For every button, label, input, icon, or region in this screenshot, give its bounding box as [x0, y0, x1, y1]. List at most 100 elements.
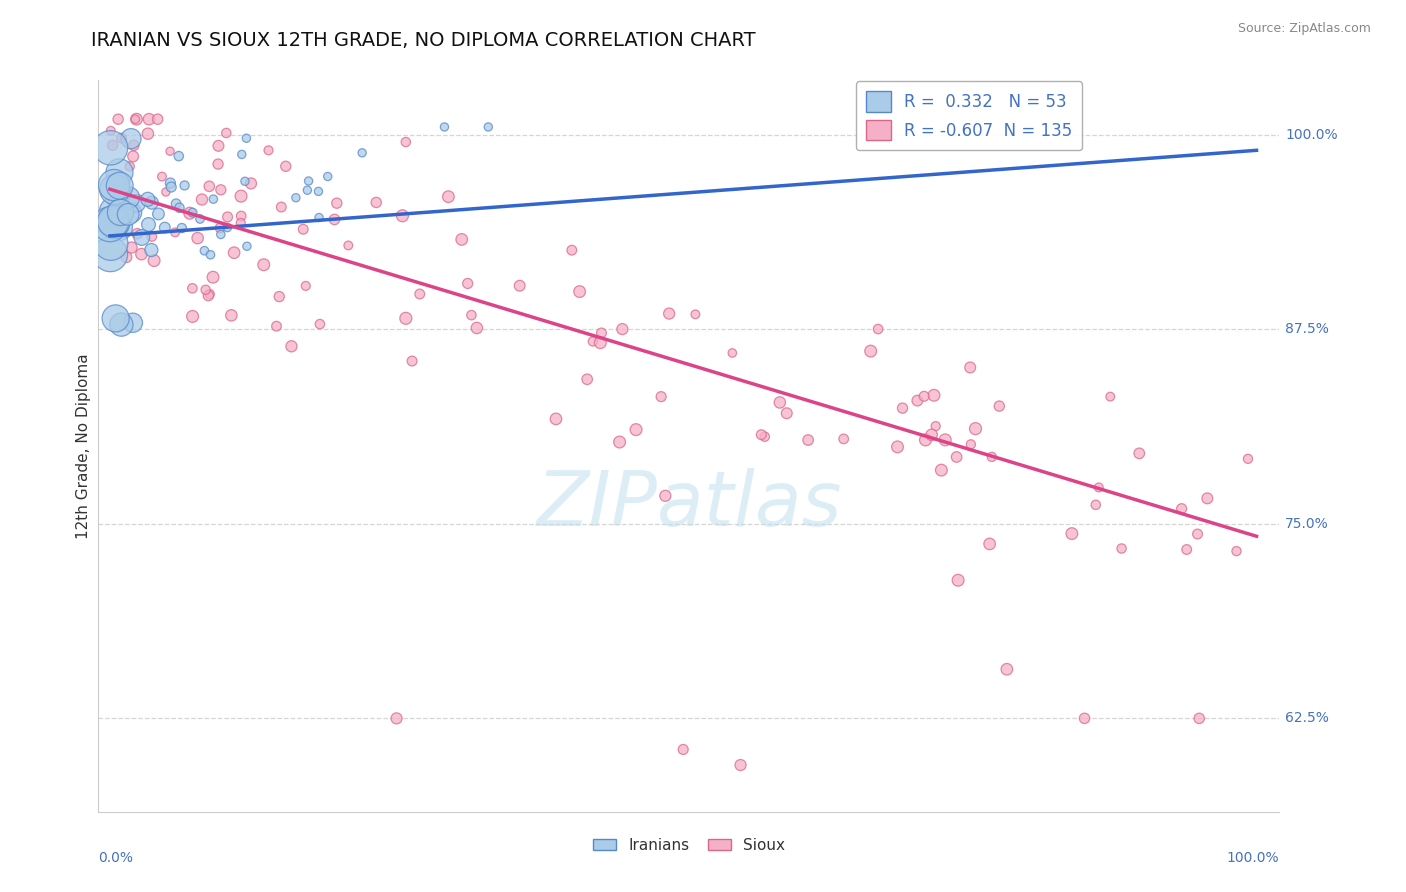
Point [292, 222, 315, 236]
Point [433, 120, 456, 134]
Point [582, 334, 605, 349]
Point [1073, 711, 1095, 725]
Point [202, 192, 225, 206]
Point [117, 207, 139, 221]
Point [120, 202, 142, 217]
Point [141, 195, 163, 210]
Y-axis label: 12th Grade, No Diploma: 12th Grade, No Diploma [76, 353, 91, 539]
Point [169, 201, 191, 215]
Point [257, 143, 280, 157]
Point [150, 169, 173, 184]
Point [366, 195, 388, 210]
Point [209, 183, 232, 197]
Point [120, 131, 142, 145]
Point [307, 185, 329, 199]
Point [409, 287, 432, 301]
Point [159, 176, 181, 190]
Point [194, 283, 217, 297]
Point [110, 131, 132, 145]
Point [437, 189, 460, 203]
Point [297, 183, 319, 197]
Point [122, 316, 145, 330]
Point [181, 281, 204, 295]
Point [658, 307, 681, 321]
Point [104, 311, 127, 326]
Point [167, 149, 190, 163]
Point [995, 662, 1018, 676]
Point [155, 185, 177, 199]
Point [905, 393, 928, 408]
Point [297, 174, 319, 188]
Point [1225, 544, 1247, 558]
Point [323, 212, 346, 227]
Point [187, 231, 209, 245]
Point [200, 248, 222, 262]
Point [224, 245, 246, 260]
Point [509, 278, 531, 293]
Point [207, 157, 229, 171]
Point [544, 412, 567, 426]
Point [959, 360, 981, 375]
Point [934, 433, 956, 447]
Point [960, 437, 983, 451]
Point [122, 138, 145, 153]
Point [108, 165, 131, 179]
Point [776, 406, 799, 420]
Point [609, 435, 631, 450]
Point [131, 230, 153, 244]
Point [165, 196, 187, 211]
Point [654, 489, 676, 503]
Point [1175, 542, 1198, 557]
Point [832, 432, 855, 446]
Point [266, 319, 288, 334]
Point [179, 206, 201, 220]
Point [624, 423, 647, 437]
Point [309, 317, 332, 331]
Point [294, 279, 316, 293]
Point [1187, 527, 1209, 541]
Point [280, 339, 302, 353]
Point [118, 160, 141, 174]
Point [108, 178, 131, 193]
Point [136, 192, 159, 206]
Point [589, 335, 612, 350]
Point [235, 131, 257, 145]
Point [868, 322, 890, 336]
Point [110, 219, 132, 233]
Point [924, 419, 946, 434]
Point [650, 390, 672, 404]
Point [138, 218, 160, 232]
Point [270, 200, 292, 214]
Text: 100.0%: 100.0% [1285, 128, 1339, 142]
Point [1084, 498, 1107, 512]
Point [891, 401, 914, 416]
Point [308, 211, 330, 225]
Text: 62.5%: 62.5% [1285, 711, 1329, 725]
Point [921, 427, 943, 442]
Point [127, 227, 149, 241]
Point [209, 227, 232, 242]
Text: 0.0%: 0.0% [98, 851, 134, 864]
Point [385, 711, 408, 725]
Point [749, 427, 772, 442]
Point [110, 205, 132, 219]
Point [103, 214, 125, 228]
Point [274, 159, 297, 173]
Point [193, 244, 215, 258]
Point [108, 196, 131, 211]
Point [1099, 390, 1122, 404]
Point [98, 247, 121, 261]
Point [730, 758, 752, 772]
Point [769, 395, 792, 409]
Point [160, 180, 183, 194]
Point [104, 182, 127, 196]
Point [922, 388, 945, 402]
Point [980, 450, 1002, 464]
Point [125, 196, 148, 211]
Point [103, 216, 125, 230]
Point [612, 322, 634, 336]
Point [143, 253, 166, 268]
Text: ZIPatlas: ZIPatlas [536, 467, 842, 541]
Point [122, 149, 145, 163]
Point [100, 124, 122, 138]
